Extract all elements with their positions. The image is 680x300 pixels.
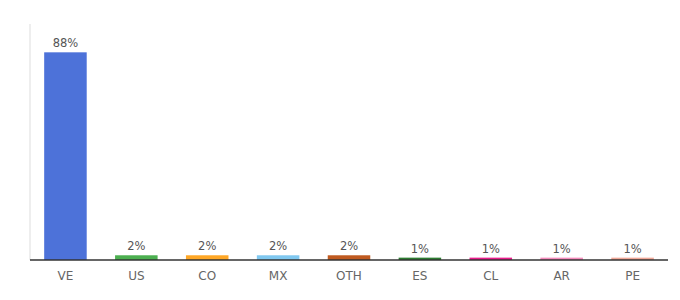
x-axis-line bbox=[30, 259, 668, 261]
x-tick-label: ES bbox=[412, 269, 427, 283]
chart-container: 88% 2% 2% 2% 2% 1% 1% 1% 1% VE US CO MX OTH ES CL AR PE bbox=[0, 0, 680, 300]
x-tick-label: CO bbox=[198, 269, 216, 283]
x-tick-label: MX bbox=[269, 269, 288, 283]
x-tick-label: PE bbox=[625, 269, 640, 283]
chart: 88% 2% 2% 2% 2% 1% 1% 1% 1% VE US CO MX OTH ES CL AR PE bbox=[0, 0, 680, 300]
bars bbox=[44, 52, 654, 260]
x-tick-label: VE bbox=[58, 269, 74, 283]
data-label: 2% bbox=[198, 239, 216, 253]
data-label: 1% bbox=[623, 242, 641, 256]
data-label: 2% bbox=[340, 239, 358, 253]
x-tick-label: CL bbox=[483, 269, 498, 283]
data-label: 1% bbox=[553, 242, 571, 256]
data-label: 88% bbox=[53, 36, 79, 50]
data-label: 2% bbox=[269, 239, 287, 253]
x-tick-label: US bbox=[128, 269, 144, 283]
data-labels: 88% 2% 2% 2% 2% 1% 1% 1% 1% bbox=[53, 36, 642, 255]
x-tick-labels: VE US CO MX OTH ES CL AR PE bbox=[58, 269, 640, 283]
x-tick-label: OTH bbox=[336, 269, 362, 283]
data-label: 1% bbox=[482, 242, 500, 256]
y-axis-line bbox=[30, 24, 31, 260]
bar bbox=[44, 52, 87, 260]
x-tick-label: AR bbox=[553, 269, 570, 283]
data-label: 1% bbox=[411, 242, 429, 256]
data-label: 2% bbox=[127, 239, 145, 253]
